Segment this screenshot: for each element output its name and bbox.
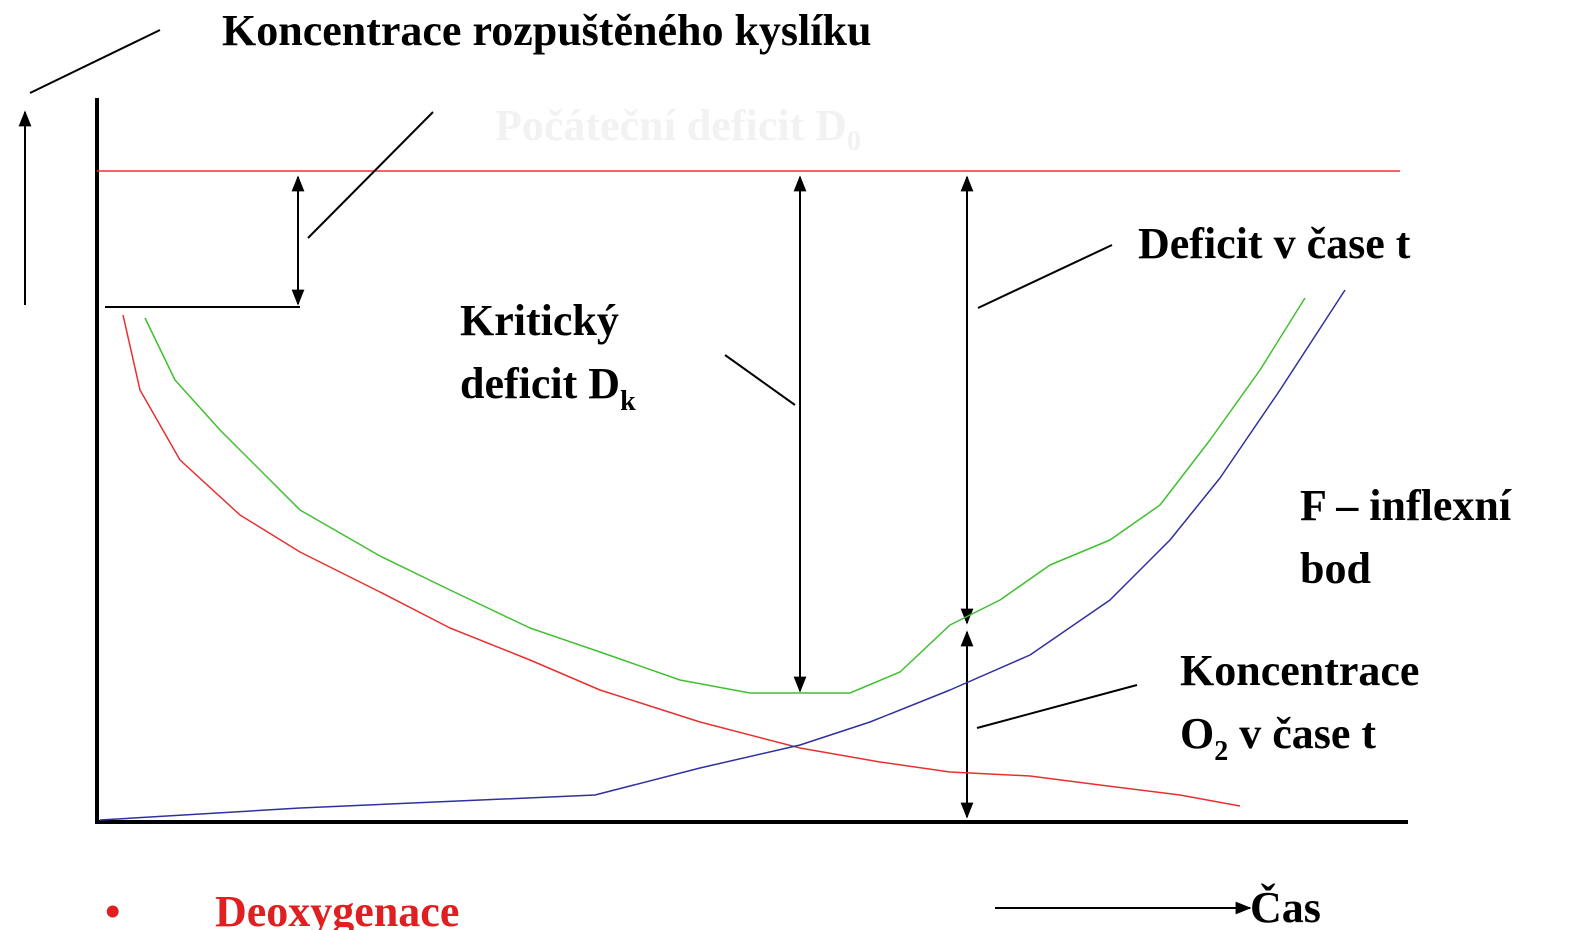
time-label: Čas	[1250, 883, 1321, 930]
subscript: 2	[1214, 736, 1228, 767]
concentration-label: Koncentrace	[1180, 646, 1419, 695]
label-text: Počáteční deficit D	[495, 101, 847, 150]
subscript: 0	[847, 126, 861, 157]
leader-line	[976, 684, 1138, 729]
oxygen-sag-curve	[144, 297, 1306, 694]
deficit-label: Deficit v čase t	[1138, 219, 1411, 268]
deoxygenation-label: Deoxygenace	[215, 887, 459, 930]
leader-line	[724, 354, 796, 406]
initial-deficit-label: Počáteční deficit D0	[495, 101, 861, 157]
reaeration-curve	[99, 289, 1346, 821]
deoxygenation-curve	[122, 314, 1241, 807]
concentration-label: O2 v čase t	[1180, 709, 1376, 767]
leader-line	[977, 244, 1113, 309]
critical-deficit-label: deficit Dk	[460, 359, 636, 417]
leader-line	[307, 111, 434, 239]
title: Koncentrace rozpuštěného kyslíku	[222, 6, 871, 55]
inflection-label: F – inflexní	[1300, 481, 1512, 530]
label-text: deficit D	[460, 359, 620, 408]
inflection-label: bod	[1300, 544, 1371, 593]
leader-line	[29, 29, 161, 94]
bullet: •	[105, 887, 120, 930]
label-text: v čase t	[1228, 709, 1376, 758]
label-text: O	[1180, 709, 1214, 758]
subscript: k	[620, 386, 636, 417]
critical-deficit-label: Kritický	[460, 296, 619, 345]
